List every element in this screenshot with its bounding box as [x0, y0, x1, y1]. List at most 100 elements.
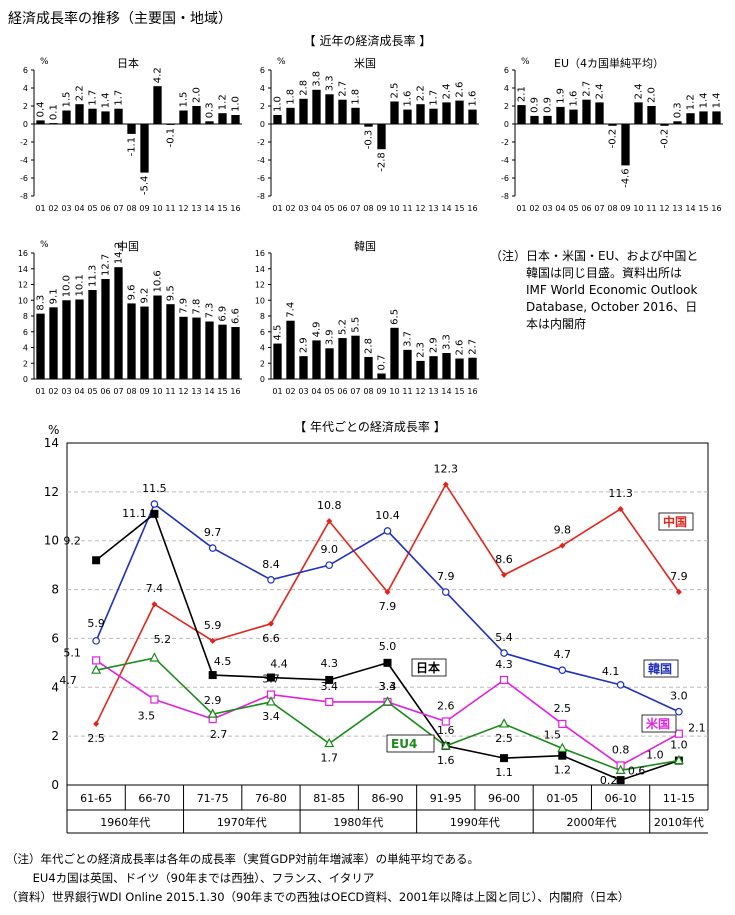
x-tick-label: 10 [152, 204, 162, 213]
bar [88, 290, 97, 379]
bar-value-label: 1.0 [231, 96, 242, 112]
bar-value-label: 1.6 [468, 91, 479, 107]
data-label: 4.7 [554, 648, 572, 661]
data-label: 8.4 [262, 558, 280, 571]
legend-box [386, 734, 435, 753]
x-tick-label: 05 [324, 387, 334, 396]
x-tick-label: 02 [529, 204, 539, 213]
bar-value-label: 3.8 [312, 71, 323, 87]
y-tick-label: 10 [255, 296, 265, 305]
bar-chart-2: EU（4カ国単純平均）%-8-6-4-202462.1010.9020.9031… [501, 56, 723, 213]
bar-value-label: 0.3 [205, 102, 216, 118]
data-label: 5.4 [495, 631, 513, 644]
x-tick-label: 01 [272, 204, 282, 213]
x-tick-label: 15 [217, 204, 227, 213]
bar-chart-title: 米国 [354, 57, 376, 70]
bar [299, 98, 308, 124]
y-tick-label: 14 [18, 265, 28, 274]
x-tick-label: 81-85 [313, 792, 345, 805]
data-label: 4.4 [270, 658, 288, 671]
bar-value-label: 7.9 [179, 298, 190, 314]
bar-value-label: 4.5 [273, 325, 284, 341]
bar-value-label: 7.8 [192, 299, 203, 315]
data-label: 4.5 [214, 655, 232, 668]
y-tick-label: 4 [51, 680, 59, 694]
bar [231, 115, 240, 124]
x-tick-label: 12 [178, 387, 188, 396]
x-tick-label: 11 [402, 204, 412, 213]
bar [62, 300, 71, 379]
bar [140, 306, 149, 379]
y-unit-label: % [48, 423, 59, 437]
y-tick-label: 6 [260, 328, 265, 337]
x-tick-label: 14 [204, 204, 214, 213]
bar-chart-title: 中国 [117, 240, 139, 253]
y-tick-label: -2 [257, 138, 265, 147]
x-tick-label: 16 [467, 387, 477, 396]
data-point [149, 652, 160, 662]
y-unit-label: % [40, 240, 49, 250]
y-tick-label: 8 [51, 583, 59, 597]
bar [218, 324, 227, 379]
data-label: 5.0 [379, 640, 397, 653]
bar [377, 124, 386, 150]
data-label: 6.6 [262, 632, 280, 645]
data-point [558, 751, 567, 760]
bar-value-label: 2.9 [429, 337, 440, 353]
y-tick-label: 4 [23, 84, 28, 93]
bar-value-label: 1.5 [179, 92, 190, 108]
bar-value-label: 10.6 [153, 270, 164, 292]
bar-value-label: 0.9 [530, 97, 541, 113]
bar [286, 107, 295, 124]
data-label: 1.7 [320, 751, 338, 764]
bar-chart-title: 日本 [117, 56, 139, 70]
bar [179, 110, 188, 124]
bar [192, 317, 201, 379]
x-tick-label: 10 [152, 387, 162, 396]
bar-value-label: 12.7 [101, 254, 112, 276]
x-tick-label: 71-75 [197, 792, 229, 805]
recent-growth-header: 【 近年の経済成長率 】 [303, 34, 432, 48]
bar [468, 109, 477, 124]
bar [634, 102, 643, 124]
bar [442, 102, 451, 124]
legend-box [658, 512, 694, 531]
note-line: IMF World Economic Outlook [526, 283, 698, 297]
data-point [208, 544, 217, 552]
series-日本: 9.2 11.1 4.5 4.4 4.3 5.0 1.6 1.1 1.2 0.2 1.0 日本 [63, 507, 683, 787]
y-tick-label: 0 [504, 120, 509, 129]
bar [75, 299, 84, 379]
data-label: 1.0 [646, 749, 664, 762]
bar-value-label: 4.9 [312, 322, 323, 338]
y-tick-label: 0 [23, 120, 28, 129]
x-tick-label: 07 [350, 204, 360, 213]
bar-value-label: 9.1 [49, 288, 60, 304]
y-tick-label: 4 [260, 84, 265, 93]
decade-label: 1970年代 [217, 815, 267, 829]
data-label: 3.3 [379, 680, 397, 693]
data-label: 2.5 [554, 702, 572, 715]
data-label: 11.5 [142, 482, 167, 495]
data-label: 4.7 [59, 674, 77, 687]
bar [127, 303, 136, 379]
bar [299, 356, 308, 379]
x-tick-label: 03 [61, 204, 71, 213]
y-tick-label: 6 [23, 66, 28, 75]
bar-value-label: -5.4 [140, 176, 151, 196]
bar-value-label: 2.0 [647, 87, 658, 103]
legend-box [411, 658, 447, 677]
decade-label: 1960年代 [100, 815, 150, 829]
data-point [91, 664, 102, 674]
x-tick-label: 03 [542, 204, 552, 213]
x-tick-label: 04 [74, 387, 84, 396]
decade-label: 1980年代 [333, 815, 383, 829]
bar-value-label: 2.6 [455, 340, 466, 356]
x-tick-label: 86-90 [372, 792, 404, 805]
bar [312, 89, 321, 124]
x-tick-label: 08 [363, 387, 373, 396]
y-tick-label: 12 [18, 281, 28, 290]
x-tick-label: 14 [441, 387, 451, 396]
data-point [501, 571, 508, 578]
bar-value-label: 1.2 [218, 94, 229, 110]
series-韓国: 5.9 11.5 9.7 8.4 9.0 10.4 7.9 5.4 4.7 4.1 3.0 韓国 [87, 482, 688, 716]
